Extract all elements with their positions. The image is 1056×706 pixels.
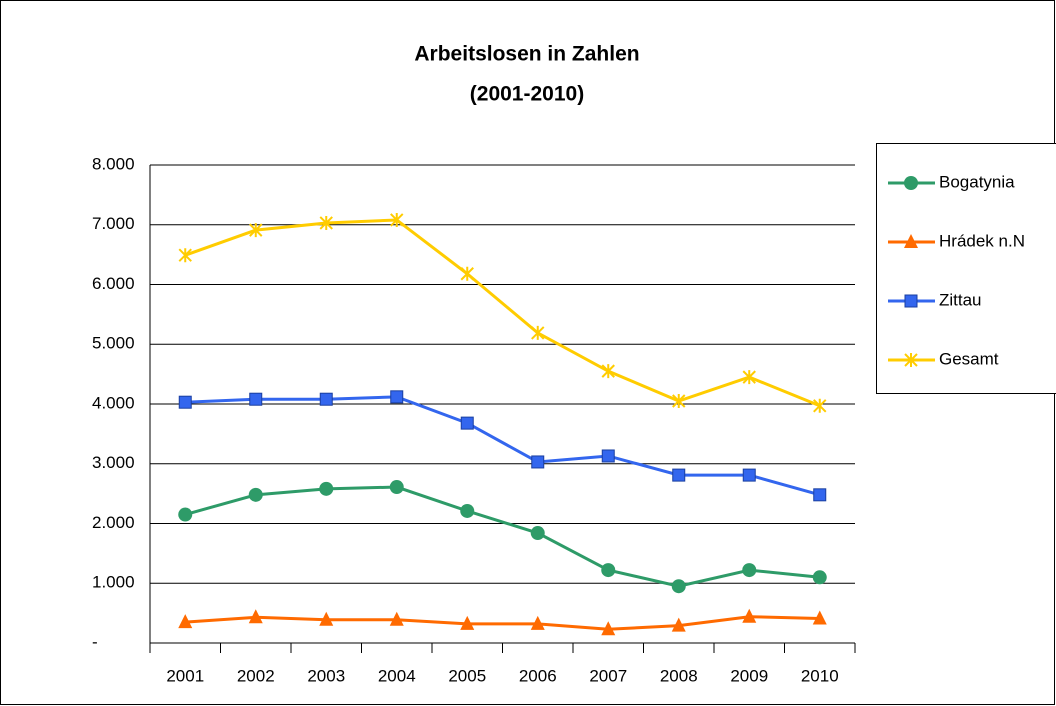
legend-label: Bogatynia [939, 172, 1015, 191]
marker [742, 563, 757, 578]
x-tick-label: 2006 [519, 666, 557, 685]
marker [601, 449, 615, 463]
marker [319, 392, 333, 406]
marker [249, 392, 263, 406]
marker [672, 394, 686, 409]
marker [904, 176, 918, 190]
chart-title: Arbeitslosen in Zahlen [414, 43, 639, 66]
x-tick-label: 2003 [307, 666, 345, 685]
marker [178, 248, 192, 263]
series-line [185, 395, 821, 497]
marker [248, 609, 263, 624]
marker [601, 563, 616, 578]
marker [319, 481, 334, 496]
x-tick-label: 2005 [448, 666, 486, 685]
y-tick-label: 2.000 [92, 513, 135, 532]
marker [178, 614, 193, 629]
x-tick-label: 2004 [378, 666, 416, 685]
y-tick-label: 7.000 [92, 214, 135, 233]
x-tick-label: 2008 [660, 666, 698, 685]
y-tick-label: - [92, 632, 98, 651]
legend-label: Zittau [939, 290, 982, 309]
x-tick-label: 2010 [801, 666, 839, 685]
marker [813, 398, 827, 413]
marker [460, 416, 474, 430]
marker [248, 487, 263, 502]
x-tick-label: 2001 [166, 666, 204, 685]
marker [813, 488, 827, 502]
marker [531, 455, 545, 469]
marker [742, 468, 756, 482]
marker [390, 212, 404, 227]
x-tick-label: 2009 [730, 666, 768, 685]
marker [812, 610, 827, 625]
marker [178, 395, 192, 409]
y-tick-label: 1.000 [92, 573, 135, 592]
marker [319, 215, 333, 230]
marker [389, 480, 404, 495]
marker [249, 223, 263, 238]
y-tick-label: 8.000 [92, 154, 135, 173]
y-tick-label: 6.000 [92, 274, 135, 293]
marker [460, 503, 475, 518]
marker [389, 611, 404, 626]
marker [531, 325, 545, 340]
marker [460, 266, 474, 281]
marker [601, 364, 615, 379]
marker [319, 611, 334, 626]
x-tick-label: 2002 [237, 666, 275, 685]
marker [178, 507, 193, 522]
y-tick-label: 5.000 [92, 334, 135, 353]
series-line [184, 485, 820, 588]
marker [812, 570, 827, 585]
legend-label: Gesamt [939, 349, 999, 368]
chart-subtitle: (2001-2010) [470, 83, 584, 106]
marker [904, 353, 918, 367]
marker [390, 390, 404, 404]
marker [742, 608, 757, 623]
marker [672, 468, 686, 482]
x-tick-label: 2007 [589, 666, 627, 685]
series-line [185, 615, 820, 631]
marker [530, 526, 545, 541]
marker [742, 370, 756, 385]
marker [904, 294, 918, 308]
marker [671, 579, 686, 594]
marker [904, 234, 918, 248]
legend-label: Hrádek n.N [939, 231, 1025, 250]
y-tick-label: 4.000 [92, 393, 135, 412]
marker [460, 615, 475, 630]
y-tick-label: 3.000 [92, 453, 135, 472]
marker [671, 617, 686, 632]
marker [601, 621, 616, 636]
marker [530, 615, 545, 630]
series-line [184, 218, 821, 408]
